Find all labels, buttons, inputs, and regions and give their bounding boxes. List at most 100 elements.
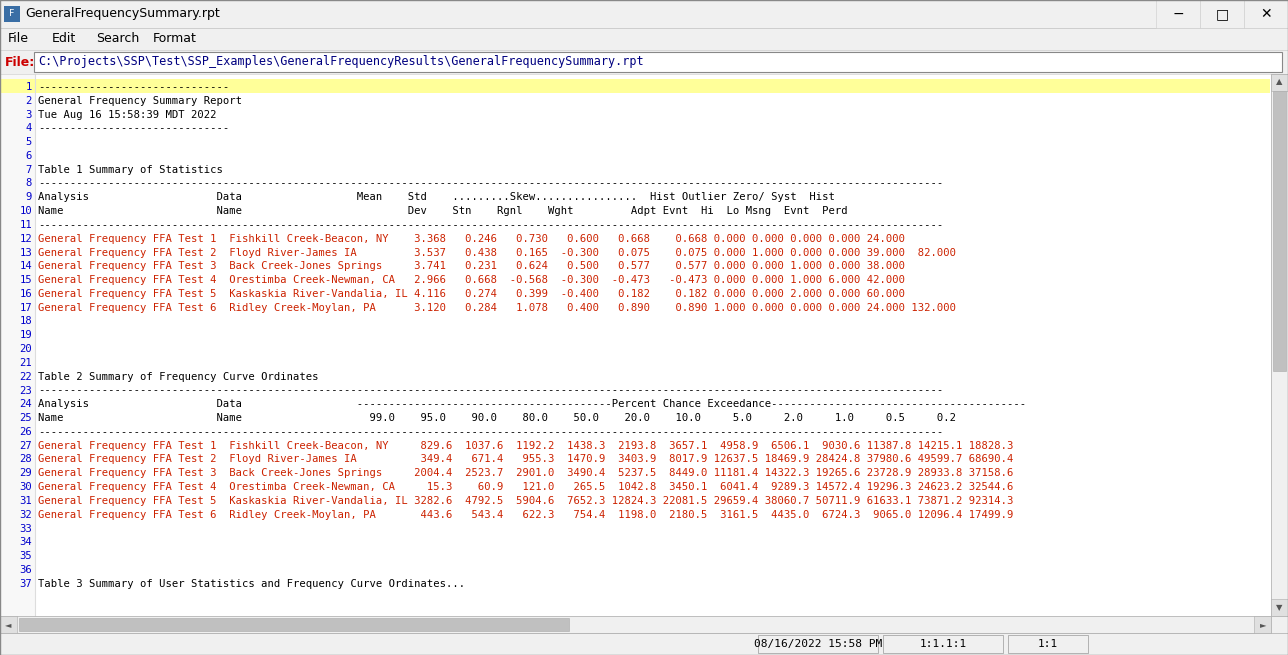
Text: General Frequency Summary Report: General Frequency Summary Report (39, 96, 242, 105)
Text: Table 2 Summary of Frequency Curve Ordinates: Table 2 Summary of Frequency Curve Ordin… (39, 371, 318, 382)
Text: 31: 31 (19, 496, 32, 506)
Text: 16: 16 (19, 289, 32, 299)
Bar (759, 635, 878, 653)
Text: 36: 36 (19, 565, 32, 575)
Text: 5: 5 (26, 137, 32, 147)
Text: General Frequency FFA Test 1  Fishkill Creek-Beacon, NY     829.6  1037.6  1192.: General Frequency FFA Test 1 Fishkill Cr… (39, 441, 1014, 451)
Text: 18: 18 (19, 316, 32, 326)
Text: General Frequency FFA Test 4  Orestimba Creek-Newman, CA     15.3    60.9   121.: General Frequency FFA Test 4 Orestimba C… (39, 482, 1014, 492)
Text: 23: 23 (19, 386, 32, 396)
Text: Table 1 Summary of Statistics: Table 1 Summary of Statistics (39, 164, 223, 175)
Text: Table 3 Summary of User Statistics and Frequency Curve Ordinates...: Table 3 Summary of User Statistics and F… (39, 579, 465, 589)
Text: 34: 34 (19, 537, 32, 548)
Bar (19, 618, 569, 631)
Text: ✕: ✕ (1260, 7, 1271, 21)
Text: ------------------------------: ------------------------------ (39, 82, 229, 92)
Text: 12: 12 (19, 234, 32, 244)
Bar (0, 28, 1288, 50)
Text: 20: 20 (19, 344, 32, 354)
Text: File: File (8, 33, 30, 45)
Bar (1009, 635, 1088, 653)
Text: 30: 30 (19, 482, 32, 492)
Bar (884, 635, 1003, 653)
Text: −: − (1172, 7, 1184, 21)
Text: --------------------------------------------------------------------------------: ----------------------------------------… (39, 386, 943, 396)
Text: 10: 10 (19, 206, 32, 216)
Text: Tue Aug 16 15:58:39 MDT 2022: Tue Aug 16 15:58:39 MDT 2022 (39, 109, 216, 119)
Text: Search: Search (97, 33, 139, 45)
Bar (0, 616, 1271, 633)
Text: 37: 37 (19, 579, 32, 589)
Text: GeneralFrequencySummary.rpt: GeneralFrequencySummary.rpt (24, 7, 220, 20)
Text: Name                        Name                    99.0    95.0    90.0    80.0: Name Name 99.0 95.0 90.0 80.0 (39, 413, 956, 423)
Text: ▼: ▼ (1275, 603, 1283, 612)
Bar (1273, 91, 1285, 371)
Text: 32: 32 (19, 510, 32, 519)
Text: 24: 24 (19, 400, 32, 409)
Bar (33, 52, 1282, 72)
Text: C:\Projects\SSP\Test\SSP_Examples\GeneralFrequencyResults\GeneralFrequencySummar: C:\Projects\SSP\Test\SSP_Examples\Genera… (39, 56, 644, 69)
Text: 08/16/2022 15:58 PM: 08/16/2022 15:58 PM (753, 639, 882, 649)
Text: 27: 27 (19, 441, 32, 451)
Text: 17: 17 (19, 303, 32, 312)
Text: Analysis                    Data                  ------------------------------: Analysis Data --------------------------… (39, 400, 1027, 409)
Text: 3: 3 (26, 109, 32, 119)
Bar (0, 633, 1288, 655)
Text: 29: 29 (19, 468, 32, 478)
Bar (1, 79, 1270, 93)
Text: General Frequency FFA Test 1  Fishkill Creek-Beacon, NY    3.368   0.246   0.730: General Frequency FFA Test 1 Fishkill Cr… (39, 234, 905, 244)
Text: File:: File: (5, 56, 35, 69)
Text: 1:1: 1:1 (1038, 639, 1059, 649)
Text: □: □ (1216, 7, 1229, 21)
Bar (0, 74, 35, 616)
Text: 14: 14 (19, 261, 32, 271)
Text: 33: 33 (19, 523, 32, 534)
Bar (0, 74, 1271, 616)
Text: 7: 7 (26, 164, 32, 175)
Text: ▲: ▲ (1275, 77, 1283, 86)
Bar (1244, 0, 1288, 28)
Text: General Frequency FFA Test 6  Ridley Creek-Moylan, PA       443.6   543.4   622.: General Frequency FFA Test 6 Ridley Cree… (39, 510, 1014, 519)
Text: --------------------------------------------------------------------------------: ----------------------------------------… (39, 427, 943, 437)
Text: 4: 4 (26, 123, 32, 134)
Text: ►: ► (1260, 620, 1266, 629)
Text: 11: 11 (19, 220, 32, 230)
Text: General Frequency FFA Test 3  Back Creek-Jones Springs     2004.4  2523.7  2901.: General Frequency FFA Test 3 Back Creek-… (39, 468, 1014, 478)
Bar (0, 50, 1288, 74)
Text: Edit: Edit (52, 33, 76, 45)
Text: 1: 1 (26, 82, 32, 92)
Text: 21: 21 (19, 358, 32, 368)
Text: General Frequency FFA Test 4  Orestimba Creek-Newman, CA   2.966   0.668  -0.568: General Frequency FFA Test 4 Orestimba C… (39, 275, 905, 285)
Text: 28: 28 (19, 455, 32, 464)
Bar (1271, 74, 1288, 616)
Text: General Frequency FFA Test 2  Floyd River-James IA          349.4   671.4   955.: General Frequency FFA Test 2 Floyd River… (39, 455, 1014, 464)
Text: Analysis                    Data                  Mean    Std    .........Skew..: Analysis Data Mean Std .........Skew.. (39, 193, 835, 202)
Text: 1:1.1:1: 1:1.1:1 (920, 639, 966, 649)
Text: 26: 26 (19, 427, 32, 437)
Text: General Frequency FFA Test 3  Back Creek-Jones Springs     3.741   0.231   0.624: General Frequency FFA Test 3 Back Creek-… (39, 261, 905, 271)
Text: ◄: ◄ (5, 620, 12, 629)
Text: 22: 22 (19, 371, 32, 382)
Text: 9: 9 (26, 193, 32, 202)
Text: --------------------------------------------------------------------------------: ----------------------------------------… (39, 179, 943, 189)
Text: General Frequency FFA Test 5  Kaskaskia River-Vandalia, IL 4.116   0.274   0.399: General Frequency FFA Test 5 Kaskaskia R… (39, 289, 905, 299)
Text: F: F (9, 10, 14, 18)
Text: 15: 15 (19, 275, 32, 285)
Text: Name                        Name                          Dev    Stn    Rgnl    : Name Name Dev Stn Rgnl (39, 206, 848, 216)
Text: 25: 25 (19, 413, 32, 423)
Bar (1271, 74, 1288, 91)
Bar (1157, 0, 1200, 28)
Bar (4, 6, 21, 22)
Text: 13: 13 (19, 248, 32, 257)
Text: General Frequency FFA Test 6  Ridley Creek-Moylan, PA      3.120   0.284   1.078: General Frequency FFA Test 6 Ridley Cree… (39, 303, 956, 312)
Text: General Frequency FFA Test 5  Kaskaskia River-Vandalia, IL 3282.6  4792.5  5904.: General Frequency FFA Test 5 Kaskaskia R… (39, 496, 1014, 506)
Bar (1200, 0, 1244, 28)
Bar (1255, 616, 1271, 633)
Bar (1271, 599, 1288, 616)
Text: --------------------------------------------------------------------------------: ----------------------------------------… (39, 220, 943, 230)
Text: General Frequency FFA Test 2  Floyd River-James IA         3.537   0.438   0.165: General Frequency FFA Test 2 Floyd River… (39, 248, 956, 257)
Bar (0, 0, 1288, 28)
Text: 6: 6 (26, 151, 32, 161)
Text: ------------------------------: ------------------------------ (39, 123, 229, 134)
Text: 19: 19 (19, 330, 32, 341)
